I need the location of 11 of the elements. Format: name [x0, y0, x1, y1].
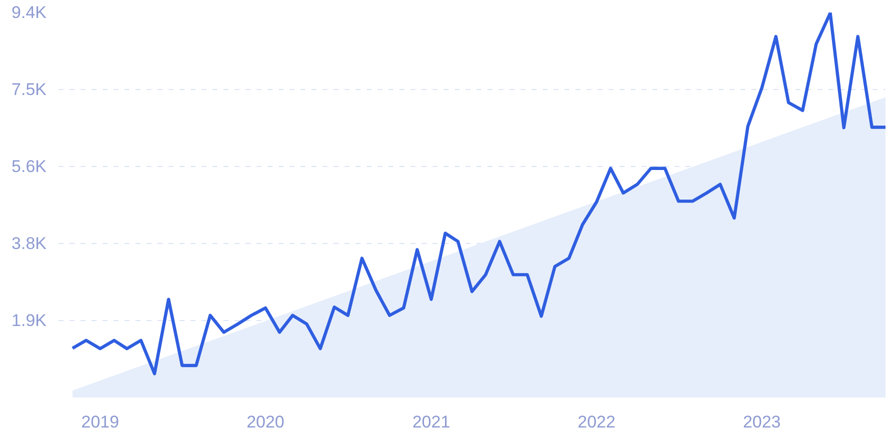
- x-tick-label: 2023: [742, 412, 781, 432]
- y-tick-label: 3.8K: [12, 234, 48, 253]
- x-tick-label: 2020: [246, 412, 284, 432]
- y-tick-label: 7.5K: [12, 80, 48, 99]
- x-tick-label: 2021: [412, 412, 450, 432]
- x-tick-label: 2022: [578, 412, 616, 432]
- line-series: [70, 12, 886, 376]
- x-tick-label: 2019: [81, 412, 120, 432]
- y-tick-label: 1.9K: [12, 311, 48, 330]
- y-tick-label: 5.6K: [12, 157, 48, 176]
- y-tick-label: 9.4K: [12, 3, 48, 22]
